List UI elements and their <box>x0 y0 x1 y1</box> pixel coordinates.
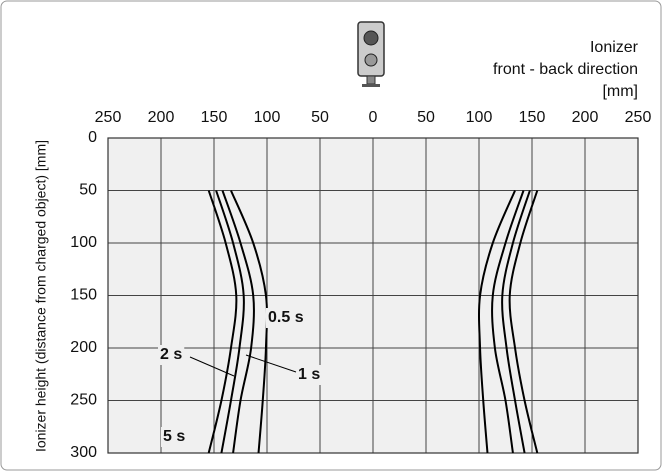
y-tick-label: 0 <box>88 129 97 146</box>
label-bg <box>266 308 306 328</box>
curve <box>477 190 516 454</box>
y-tick-label: 250 <box>70 392 97 409</box>
curve <box>207 190 238 454</box>
series-label: 2 s <box>160 346 182 363</box>
y-tick-label: 100 <box>70 234 97 251</box>
curve <box>215 190 245 454</box>
label-bg <box>161 427 188 447</box>
x-tick-label: 150 <box>201 109 228 126</box>
curve <box>221 190 255 454</box>
x-tick-label: 0 <box>369 109 378 126</box>
x-tick-label: 50 <box>417 109 435 126</box>
series-label: 1 s <box>298 366 320 383</box>
label-bg <box>158 345 185 365</box>
x-tick-label: 100 <box>254 109 281 126</box>
ionizer-icon <box>357 21 385 87</box>
y-tick-label: 50 <box>79 182 97 199</box>
x-tick-label: 250 <box>625 109 652 126</box>
x-tick-label: 200 <box>572 109 599 126</box>
series-label: 0.5 s <box>268 309 304 326</box>
y-axis-label: Ionizer height (distance from charged ob… <box>33 140 49 452</box>
y-tick-label: 150 <box>70 287 97 304</box>
y-tick-label: 300 <box>70 444 97 461</box>
x-tick-label: 250 <box>95 109 122 126</box>
label-bg <box>296 365 323 385</box>
x-tick-label: 50 <box>311 109 329 126</box>
plot-border <box>107 137 639 454</box>
x-axis-label: Ionizer <box>590 39 639 56</box>
curve <box>491 190 525 454</box>
x-axis-label: [mm] <box>602 83 638 100</box>
x-tick-label: 150 <box>519 109 546 126</box>
leader-line <box>189 356 235 377</box>
leader-line <box>245 354 297 373</box>
series-label: 5 s <box>163 428 185 445</box>
curve <box>501 190 531 454</box>
x-axis-label: front - back direction <box>493 61 638 78</box>
y-tick-label: 200 <box>70 339 97 356</box>
curve <box>508 190 539 454</box>
x-tick-label: 200 <box>148 109 175 126</box>
x-tick-label: 100 <box>466 109 493 126</box>
